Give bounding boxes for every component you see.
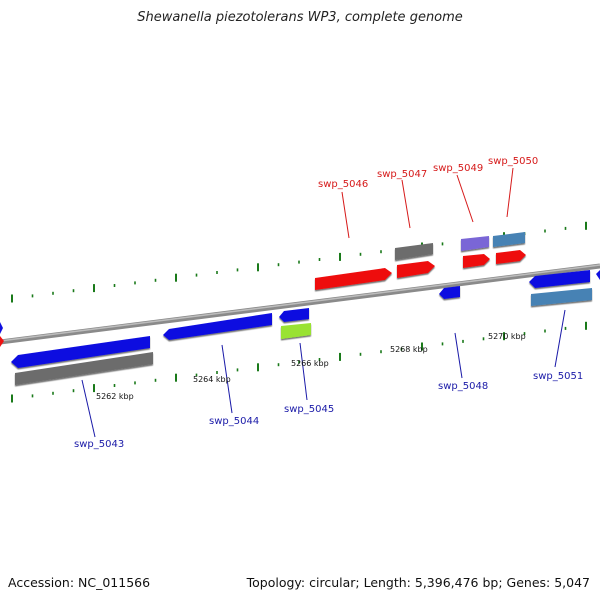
- gene-arrows: [11, 232, 592, 385]
- tick-label-5264: 5264 kbp: [193, 375, 231, 384]
- gene-swp-5045-feature: [281, 323, 311, 339]
- map-title: Shewanella piezotolerans WP3, complete g…: [137, 10, 463, 25]
- genome-backbone-highlight: [0, 264, 600, 342]
- leader-swp-5043: [81, 379, 96, 438]
- edge-gene-fragment-right: [596, 270, 600, 280]
- gene-label-swp-5045[interactable]: swp_5045: [284, 404, 334, 415]
- gene-swp-5051-arrow[interactable]: [529, 270, 592, 306]
- gene-swp-5049-arrow[interactable]: [461, 236, 490, 268]
- gene-swp-5044-cds: [163, 313, 272, 340]
- gene-leader-lines: [81, 167, 566, 438]
- tick-label-5262: 5262 kbp: [96, 392, 134, 401]
- tick-label-5266: 5266 kbp: [291, 359, 329, 368]
- accession-label: Accession: NC_011566: [8, 575, 151, 590]
- leader-swp-5051: [554, 309, 566, 368]
- gene-swp-5051-feature: [531, 288, 592, 306]
- gene-swp-5049-feature: [461, 236, 489, 251]
- gene-swp-5048-arrow[interactable]: [439, 286, 460, 299]
- gene-label-swp-5043[interactable]: swp_5043: [74, 439, 124, 450]
- gene-swp-5047-arrow[interactable]: [395, 243, 435, 278]
- gene-swp-5047-feature: [395, 243, 433, 260]
- gene-swp-5049-cds: [463, 254, 490, 268]
- gene-label-swp-5046[interactable]: swp_5046: [318, 179, 368, 190]
- gene-label-swp-5044[interactable]: swp_5044: [209, 416, 259, 427]
- tick-label-5270: 5270 kbp: [488, 332, 526, 341]
- gene-swp-5043-cds: [11, 336, 150, 368]
- gene-swp-5043-feature: [15, 352, 153, 385]
- edge-gene-fragment-left: [0, 322, 3, 334]
- leader-swp-5045: [299, 342, 308, 401]
- leader-swp-5044: [221, 344, 233, 414]
- gene-swp-5046-arrow[interactable]: [315, 268, 392, 290]
- gene-labels: swp_5043 swp_5044 swp_5045 swp_5046 swp_…: [74, 156, 583, 450]
- gene-swp-5050-arrow[interactable]: [493, 232, 526, 264]
- gene-swp-5050-cds: [496, 250, 526, 264]
- gene-swp-5051-cds: [529, 270, 590, 288]
- gene-label-swp-5047[interactable]: swp_5047: [377, 169, 427, 180]
- gene-swp-5044-arrow[interactable]: [163, 313, 272, 340]
- gene-swp-5047-cds: [397, 261, 435, 278]
- gene-label-swp-5050[interactable]: swp_5050: [488, 156, 538, 167]
- tick-label-5268: 5268 kbp: [390, 345, 428, 354]
- leader-swp-5046: [341, 191, 350, 239]
- gene-swp-5048-cds: [439, 286, 460, 299]
- gene-label-swp-5049[interactable]: swp_5049: [433, 163, 483, 174]
- leader-swp-5049: [456, 174, 474, 223]
- scale-labels: 5262 kbp 5264 kbp 5266 kbp 5268 kbp 5270…: [96, 332, 526, 401]
- leader-swp-5048: [454, 332, 463, 379]
- gene-swp-5045-arrow[interactable]: [279, 308, 311, 339]
- leader-swp-5050: [506, 167, 514, 218]
- gene-swp-5050-feature: [493, 232, 525, 247]
- gene-label-swp-5048[interactable]: swp_5048: [438, 381, 488, 392]
- gene-swp-5046-cds: [315, 268, 392, 290]
- gene-swp-5043-arrow[interactable]: [11, 336, 153, 385]
- edge-gene-fragment-left-red: [0, 336, 4, 347]
- genome-backbone: [0, 263, 600, 345]
- gene-swp-5045-cds: [279, 308, 309, 322]
- genome-summary-label: Topology: circular; Length: 5,396,476 bp…: [246, 575, 590, 590]
- leader-swp-5047: [401, 179, 411, 229]
- gene-label-swp-5051[interactable]: swp_5051: [533, 371, 583, 382]
